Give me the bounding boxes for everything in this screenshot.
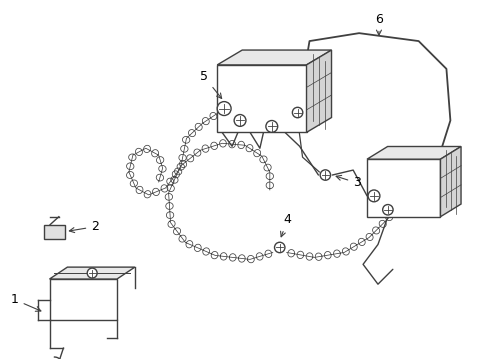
- Circle shape: [274, 242, 285, 253]
- Circle shape: [292, 107, 302, 118]
- Polygon shape: [217, 50, 331, 65]
- Polygon shape: [49, 267, 135, 279]
- Circle shape: [367, 190, 379, 202]
- Circle shape: [382, 204, 392, 215]
- Text: 2: 2: [69, 220, 99, 233]
- Polygon shape: [49, 279, 117, 320]
- Polygon shape: [306, 50, 331, 132]
- Circle shape: [217, 102, 231, 116]
- Polygon shape: [217, 65, 306, 132]
- Polygon shape: [366, 159, 440, 217]
- Text: 3: 3: [335, 175, 360, 189]
- Circle shape: [265, 121, 277, 132]
- Circle shape: [234, 114, 245, 126]
- Polygon shape: [43, 225, 65, 239]
- Polygon shape: [366, 147, 460, 159]
- Text: 1: 1: [11, 293, 41, 311]
- Text: 5: 5: [200, 70, 221, 99]
- Polygon shape: [440, 147, 460, 217]
- Text: 6: 6: [374, 13, 382, 35]
- Circle shape: [320, 170, 330, 180]
- Text: 4: 4: [280, 213, 291, 237]
- Circle shape: [87, 268, 97, 278]
